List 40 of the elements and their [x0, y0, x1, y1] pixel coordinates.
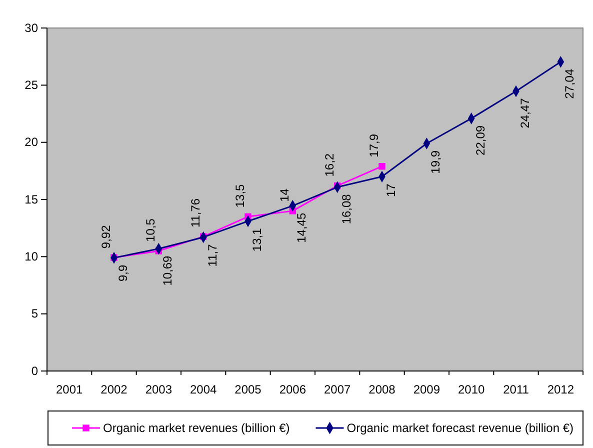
data-label: 27,04 — [562, 68, 577, 99]
point — [378, 162, 386, 170]
y-tick-label: 0 — [31, 364, 38, 378]
data-label: 17,9 — [367, 134, 381, 158]
y-tick-label: 25 — [24, 78, 38, 92]
data-label: 11,7 — [205, 244, 220, 267]
x-tick-label: 2003 — [145, 382, 172, 397]
data-label: 13,1 — [250, 228, 264, 252]
x-tick-label: 2011 — [503, 382, 530, 397]
x-tick-label: 2012 — [547, 382, 574, 397]
data-label: 11,76 — [188, 198, 202, 228]
data-label: 13,5 — [233, 184, 247, 208]
data-label: 16,2 — [322, 153, 336, 177]
x-tick-label: 2004 — [190, 382, 218, 397]
data-label: 14 — [278, 188, 292, 202]
data-label: 22,09 — [473, 125, 488, 156]
x-tick-label: 2009 — [413, 382, 440, 397]
data-label: 9,92 — [99, 224, 113, 249]
data-label: 14,45 — [294, 212, 309, 243]
data-label: 9,9 — [116, 264, 130, 282]
y-tick-label: 15 — [24, 192, 38, 206]
y-tick-label: 5 — [31, 306, 38, 321]
x-tick-label: 2001 — [56, 382, 84, 397]
data-label: 17 — [384, 183, 398, 197]
x-tick-label: 2008 — [368, 382, 396, 397]
y-tick-label: 10 — [24, 250, 38, 264]
y-tick-label: 30 — [24, 20, 38, 35]
data-label: 24,47 — [518, 98, 532, 128]
data-label: 10,69 — [160, 255, 175, 286]
y-tick-label: 20 — [24, 135, 38, 150]
x-tick-label: 2005 — [234, 382, 262, 397]
data-label: 16,08 — [339, 194, 354, 224]
legend-label: Organic market revenues (billion €) — [103, 421, 290, 435]
x-tick-label: 2002 — [100, 382, 128, 397]
x-tick-label: 2010 — [458, 382, 486, 397]
data-label: 19,9 — [428, 150, 443, 174]
x-tick-label: 2006 — [279, 382, 306, 397]
legend-label: Organic market forecast revenue (billion €) — [346, 421, 574, 435]
data-label: 10,5 — [144, 218, 158, 242]
x-tick-label: 2007 — [324, 382, 352, 397]
